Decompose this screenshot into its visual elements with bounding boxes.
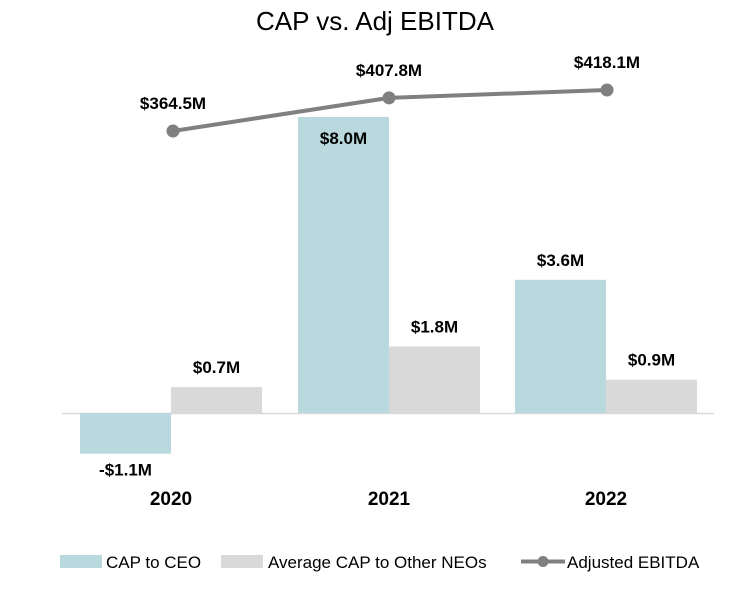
legend-label-adjusted-ebitda: Adjusted EBITDA: [567, 553, 700, 572]
data-label-cap-ceo-2020: -$1.1M: [99, 461, 152, 480]
legend-label-avg-cap-neo: Average CAP to Other NEOs: [268, 553, 487, 572]
bar-cap-ceo-2020: [80, 413, 171, 454]
data-label-avg-cap-neo-2022: $0.9M: [628, 351, 675, 370]
data-label-avg-cap-neo-2020: $0.7M: [193, 358, 240, 377]
line-point-adjusted-ebitda-2020: [166, 124, 180, 138]
legend-swatch-avg-cap-neo: [221, 555, 263, 568]
chart-title: CAP vs. Adj EBITDA: [256, 6, 494, 36]
data-label-adjusted-ebitda-2022: $418.1M: [574, 53, 640, 72]
x-tick-label-2021: 2021: [368, 489, 411, 510]
bar-avg-cap-neo-2021: [389, 346, 480, 413]
x-tick-label-2022: 2022: [585, 489, 627, 510]
line-point-adjusted-ebitda-2022: [600, 83, 614, 97]
data-label-cap-ceo-2021: $8.0M: [320, 129, 367, 148]
x-tick-label-2020: 2020: [150, 489, 192, 510]
legend-swatch-adjusted-ebitda-marker: [537, 556, 549, 567]
bar-avg-cap-neo-2022: [606, 379, 697, 413]
bar-cap-ceo-2022: [515, 279, 606, 413]
bar-cap-ceo-2021: [298, 117, 389, 413]
bar-avg-cap-neo-2020: [171, 387, 262, 413]
data-label-cap-ceo-2022: $3.6M: [537, 251, 584, 270]
legend-label-cap-ceo: CAP to CEO: [106, 553, 201, 572]
data-label-adjusted-ebitda-2020: $364.5M: [140, 94, 206, 113]
line-point-adjusted-ebitda-2021: [382, 91, 396, 105]
data-label-avg-cap-neo-2021: $1.8M: [411, 317, 458, 336]
legend-swatch-cap-ceo: [60, 555, 102, 568]
data-label-adjusted-ebitda-2021: $407.8M: [356, 61, 422, 80]
